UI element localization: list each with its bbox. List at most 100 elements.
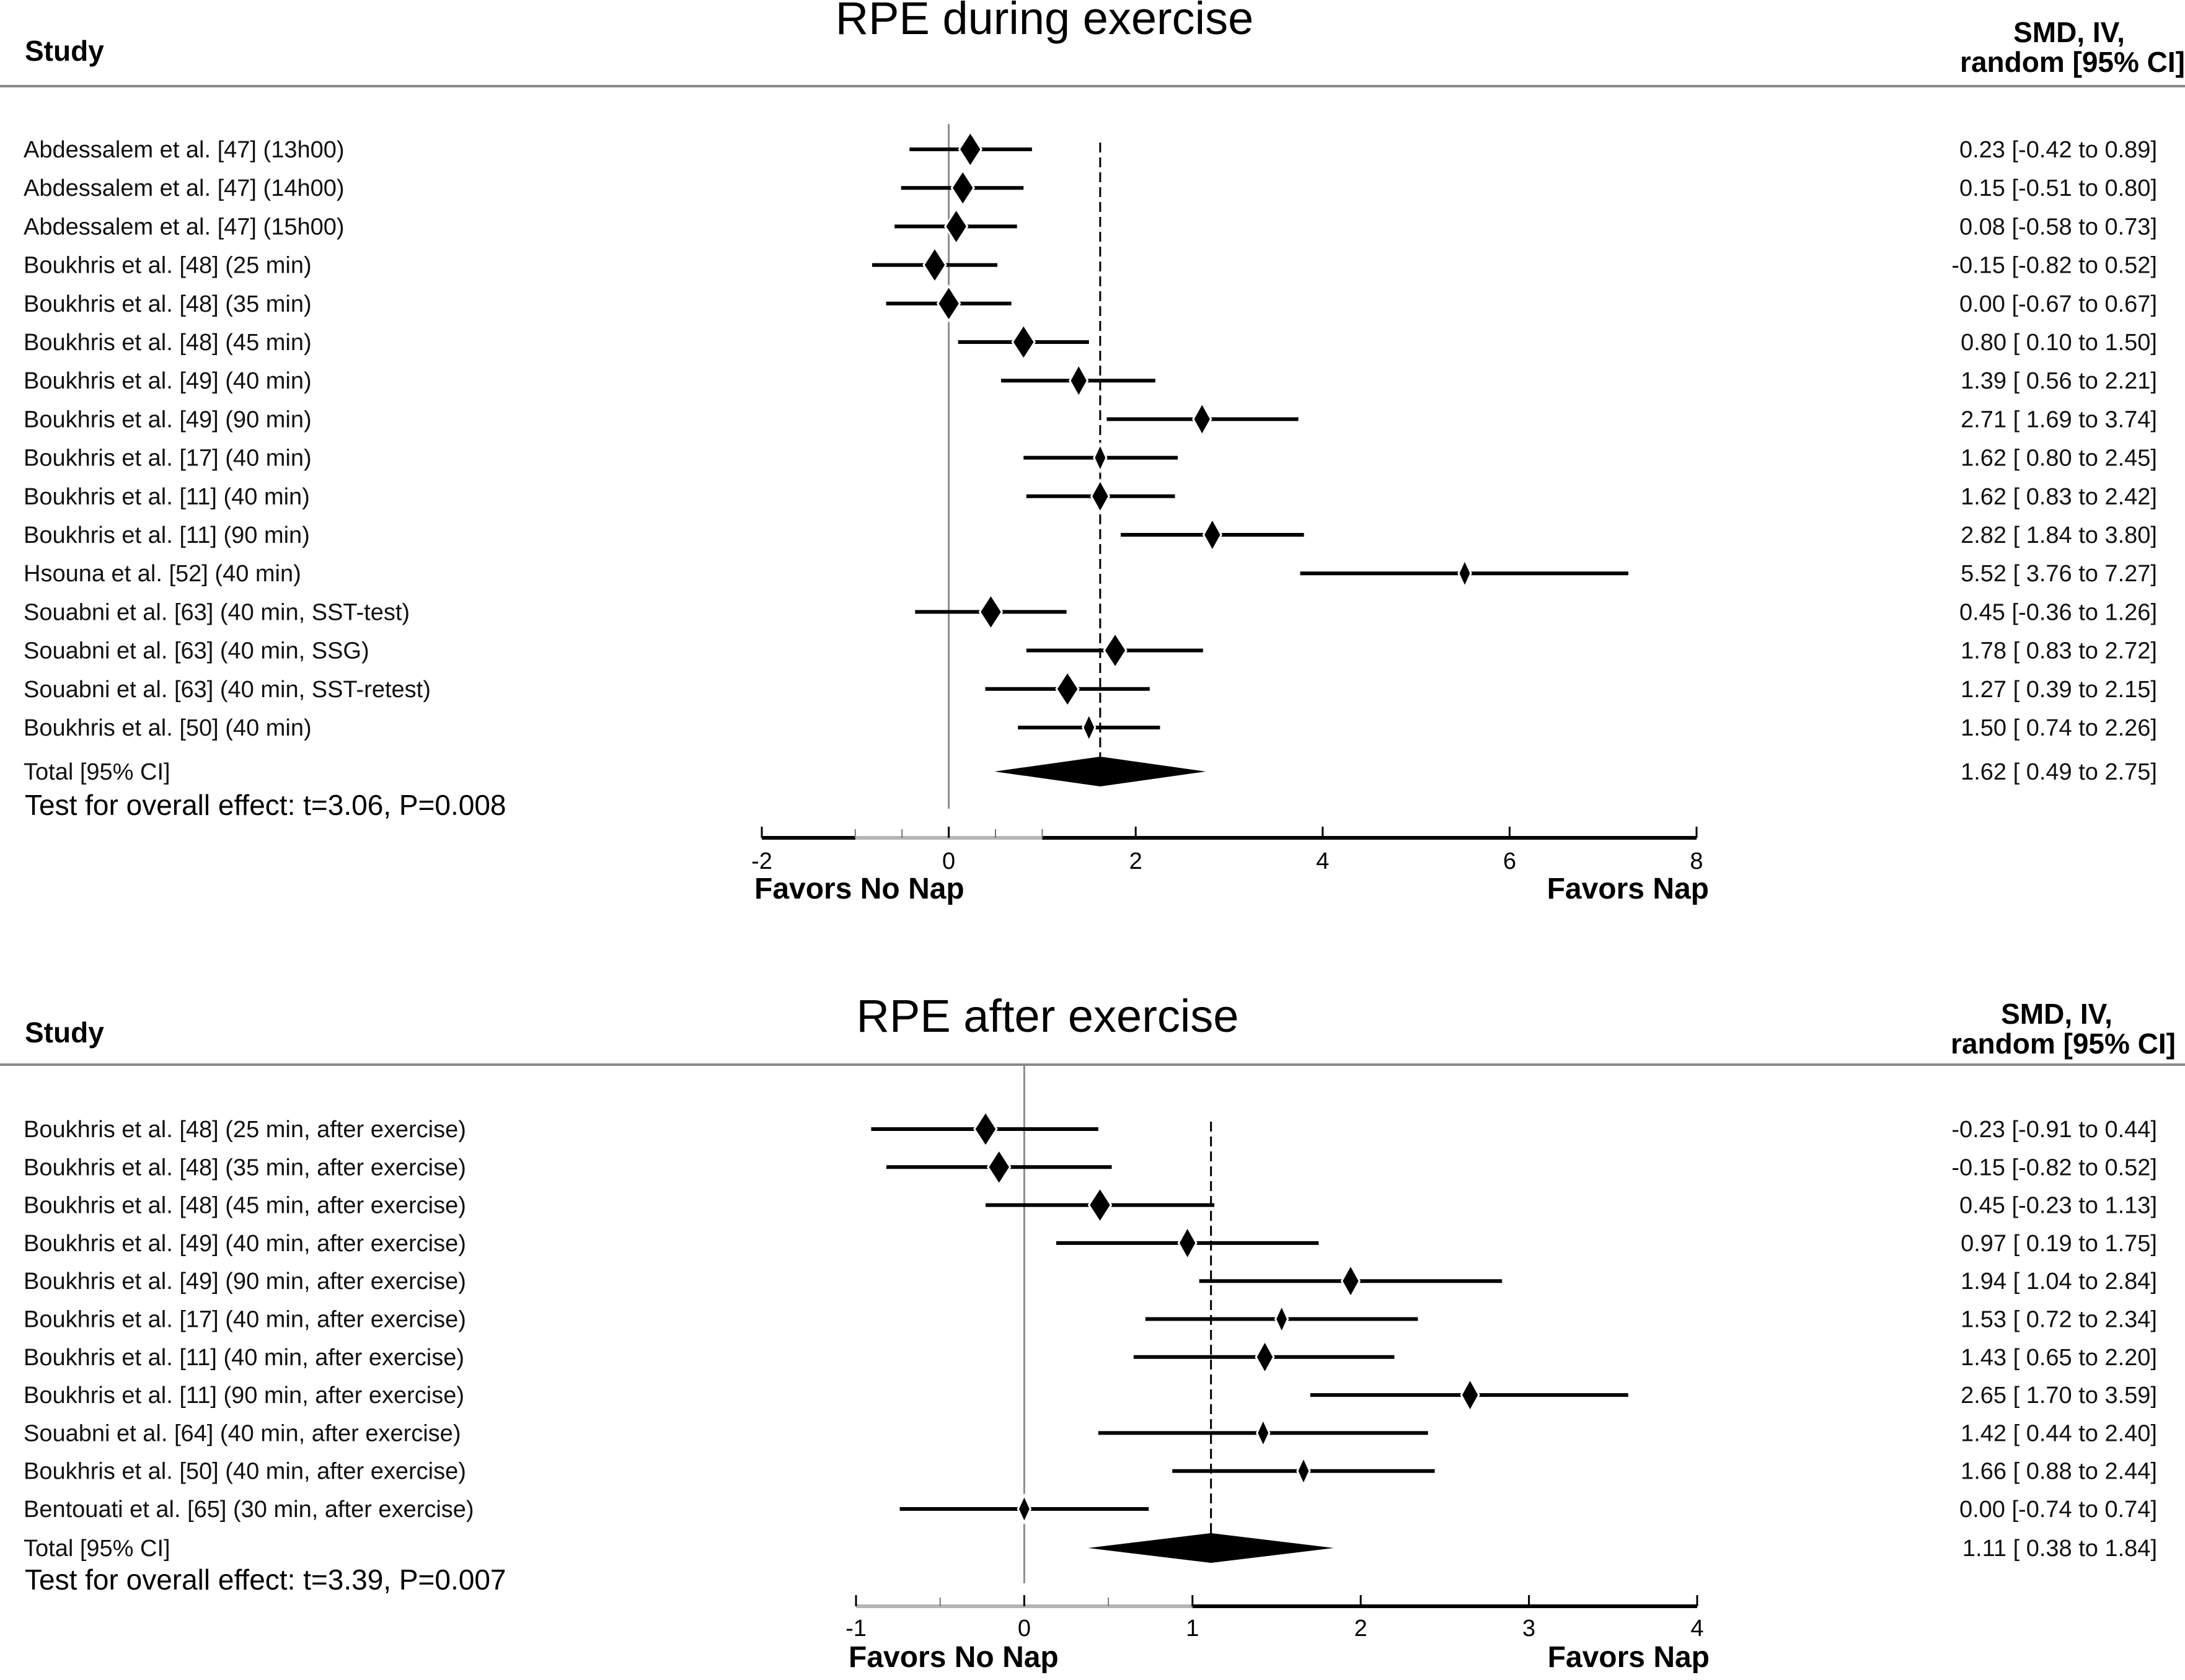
effect-column-header-line2: random [95% CI] — [1960, 46, 2185, 78]
study-label: Boukhris et al. [49] (40 min) — [24, 368, 312, 394]
effect-estimate-text: 1.43 [ 0.65 to 2.20] — [1961, 1345, 2157, 1371]
study-label: Boukhris et al. [49] (90 min, after exer… — [24, 1269, 466, 1295]
study-label: Boukhris et al. [17] (40 min) — [24, 446, 312, 472]
study-column-header: Study — [25, 1016, 104, 1049]
study-label: Boukhris et al. [49] (40 min, after exer… — [24, 1231, 466, 1257]
favors-no-nap-label: Favors No Nap — [754, 873, 964, 905]
study-label: Boukhris et al. [48] (45 min, after exer… — [24, 1193, 466, 1219]
point-estimate-marker — [986, 1148, 1012, 1187]
effect-estimate-text: 0.00 [-0.74 to 0.74] — [1959, 1497, 2157, 1523]
study-label: Boukhris et al. [50] (40 min) — [24, 715, 312, 741]
favors-nap-label: Favors Nap — [1547, 873, 1709, 905]
study-label: Boukhris et al. [48] (25 min) — [24, 253, 312, 279]
x-tick-label: 8 — [1690, 848, 1703, 874]
effect-estimate-text: 0.80 [ 0.10 to 1.50] — [1961, 330, 2157, 356]
effect-column-header-line1: SMD, IV, — [2013, 16, 2125, 48]
point-estimate-marker — [943, 207, 969, 246]
point-estimate-marker — [1055, 670, 1080, 708]
study-label: Boukhris et al. [11] (40 min) — [24, 484, 310, 510]
point-estimate-marker — [1177, 1225, 1198, 1261]
total-estimate-text: 1.62 [ 0.49 to 2.75] — [1961, 759, 2157, 785]
point-estimate-marker — [973, 1110, 998, 1148]
total-label: Total [95% CI] — [24, 1536, 170, 1562]
panel-title: RPE during exercise — [836, 0, 1254, 44]
study-rows: Abdessalem et al. [47] (13h00) 0.23 [-0.4… — [24, 137, 2157, 785]
x-tick-label: -2 — [751, 848, 772, 874]
x-tick-label: -1 — [845, 1616, 867, 1642]
study-rows: Boukhris et al. [48] (25 min, after exer… — [24, 1117, 2157, 1562]
point-estimate-marker — [922, 245, 947, 284]
study-label: Boukhris et al. [17] (40 min, after exer… — [24, 1307, 466, 1333]
x-tick-label: 0 — [942, 848, 955, 874]
point-estimate-marker — [1192, 401, 1212, 438]
x-tick-label: 0 — [1018, 1616, 1031, 1642]
plot-marks — [871, 1065, 1628, 1583]
effect-estimate-text: 2.71 [ 1.69 to 3.74] — [1961, 407, 2157, 433]
x-tick-label: 2 — [1129, 848, 1142, 874]
favors-no-nap-label: Favors No Nap — [849, 1641, 1059, 1674]
effect-estimate-text: 5.52 [ 3.76 to 7.27] — [1961, 561, 2157, 587]
point-estimate-marker — [1103, 631, 1128, 670]
effect-estimate-text: -0.15 [-0.82 to 0.52] — [1951, 1154, 2157, 1181]
point-estimate-marker — [1256, 1417, 1271, 1449]
study-column-header: Study — [25, 35, 104, 67]
effect-column-header-line2: random [95% CI] — [1951, 1027, 2176, 1060]
study-label: Boukhris et al. [48] (25 min, after exer… — [24, 1117, 466, 1143]
point-estimate-marker — [1017, 1493, 1032, 1525]
total-estimate-text: 1.11 [ 0.38 to 1.84] — [1962, 1536, 2157, 1562]
favors-nap-label: Favors Nap — [1548, 1641, 1710, 1674]
pooled-diamond — [994, 757, 1206, 786]
study-label: Bentouati et al. [65] (30 min, after exe… — [24, 1497, 474, 1523]
effect-estimate-text: 1.62 [ 0.80 to 2.45] — [1961, 446, 2157, 472]
study-label: Boukhris et al. [11] (90 min, after exer… — [24, 1383, 464, 1409]
study-label: Abdessalem et al. [47] (15h00) — [24, 214, 345, 240]
point-estimate-marker — [1457, 557, 1472, 589]
study-label: Boukhris et al. [48] (45 min) — [24, 330, 312, 356]
point-estimate-marker — [978, 592, 1004, 631]
study-label: Abdessalem et al. [47] (13h00) — [24, 137, 345, 163]
point-estimate-marker — [1296, 1455, 1311, 1487]
plot-marks — [872, 124, 1628, 809]
study-label: Boukhris et al. [11] (40 min, after exer… — [24, 1345, 464, 1371]
effect-estimate-text: 1.27 [ 0.39 to 2.15] — [1961, 677, 2157, 703]
effect-estimate-text: 0.45 [-0.23 to 1.13] — [1959, 1193, 2157, 1219]
effect-estimate-text: 1.53 [ 0.72 to 2.34] — [1961, 1307, 2157, 1333]
effect-estimate-text: 1.42 [ 0.44 to 2.40] — [1961, 1420, 2157, 1446]
x-tick-label: 4 — [1316, 848, 1329, 874]
point-estimate-marker — [1340, 1263, 1361, 1300]
effect-estimate-text: -0.23 [-0.91 to 0.44] — [1951, 1117, 2157, 1143]
effect-estimate-text: -0.15 [-0.82 to 0.52] — [1951, 253, 2157, 279]
effect-estimate-text: 1.94 [ 1.04 to 2.84] — [1961, 1269, 2157, 1295]
effect-estimate-text: 0.97 [ 0.19 to 1.75] — [1961, 1231, 2157, 1257]
effect-column-header-line1: SMD, IV, — [2001, 998, 2112, 1030]
effect-estimate-text: 0.00 [-0.67 to 0.67] — [1959, 291, 2157, 317]
study-label: Souabni et al. [64] (40 min, after exerc… — [24, 1420, 461, 1446]
point-estimate-marker — [1087, 1185, 1113, 1225]
point-estimate-marker — [1090, 478, 1111, 514]
study-label: Boukhris et al. [49] (90 min) — [24, 407, 312, 433]
point-estimate-marker — [1093, 441, 1108, 474]
point-estimate-marker — [1082, 711, 1097, 744]
study-label: Souabni et al. [63] (40 min, SSG) — [24, 638, 369, 664]
x-tick-label: 4 — [1690, 1616, 1703, 1642]
forest-panel-rpe-after: RPE after exercise Study SMD, IV, random… — [0, 990, 2185, 1674]
study-label: Souabni et al. [63] (40 min, SST-retest) — [24, 677, 431, 703]
forest-panel-rpe-during: RPE during exercise Study SMD, IV, rando… — [0, 0, 2185, 905]
x-tick-label: 3 — [1522, 1616, 1535, 1642]
panel-title: RPE after exercise — [857, 990, 1239, 1042]
point-estimate-marker — [1255, 1339, 1275, 1375]
point-estimate-marker — [1460, 1377, 1480, 1414]
x-axis: -1 0 1 2 3 4 Favors No Nap Favors Nap — [845, 1595, 1710, 1674]
test-overall-effect: Test for overall effect: t=3.06, P=0.008 — [25, 789, 506, 821]
study-label: Boukhris et al. [48] (35 min, after exer… — [24, 1154, 466, 1181]
effect-estimate-text: 1.62 [ 0.83 to 2.42] — [1961, 484, 2157, 510]
effect-estimate-text: 0.15 [-0.51 to 0.80] — [1959, 175, 2157, 201]
effect-estimate-text: 1.78 [ 0.83 to 2.72] — [1961, 638, 2157, 664]
x-axis: -2 0 2 4 6 8 Favors No Nap Favors Nap — [751, 827, 1709, 905]
study-label: Abdessalem et al. [47] (14h00) — [24, 175, 345, 201]
x-tick-label: 6 — [1503, 848, 1516, 874]
effect-estimate-text: 1.50 [ 0.74 to 2.26] — [1961, 715, 2157, 741]
study-label: Hsouna et al. [52] (40 min) — [24, 561, 301, 587]
point-estimate-marker — [936, 284, 961, 323]
